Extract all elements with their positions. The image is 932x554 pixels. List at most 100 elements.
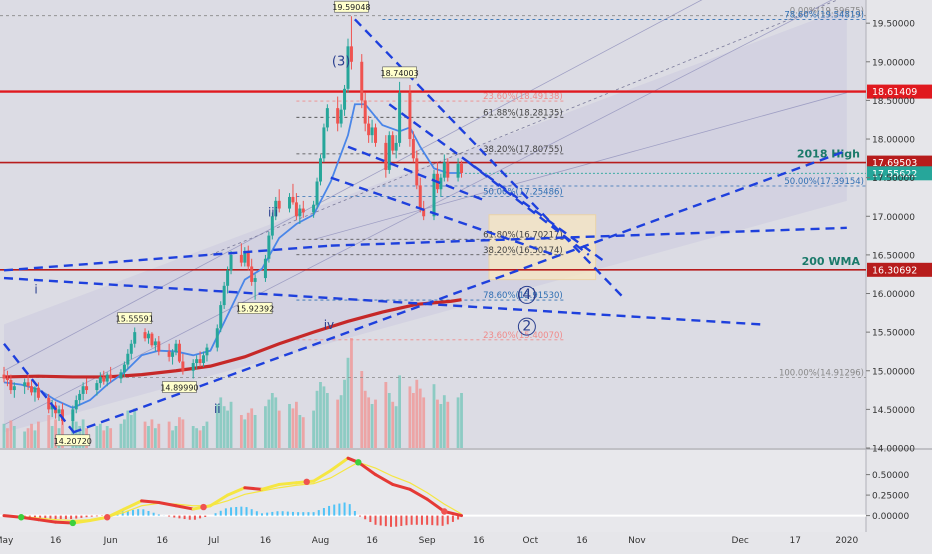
macd-histogram-bar bbox=[153, 513, 155, 516]
candle-body bbox=[58, 409, 61, 413]
candle-body bbox=[71, 409, 74, 421]
volume-bar bbox=[264, 406, 267, 448]
candle-body bbox=[23, 382, 26, 386]
volume-bar bbox=[250, 408, 253, 448]
macd-histogram-bar bbox=[75, 516, 77, 519]
volume-bar bbox=[99, 424, 102, 448]
volume-bar bbox=[192, 426, 195, 448]
volume-bar bbox=[415, 380, 418, 448]
macd-histogram-bar bbox=[323, 508, 325, 516]
macd-histogram-bar bbox=[302, 512, 304, 515]
macd-histogram-bar bbox=[416, 516, 418, 525]
macd-histogram-bar bbox=[173, 516, 175, 518]
level-text: 200 WMA bbox=[802, 255, 861, 268]
macd-histogram-bar bbox=[400, 516, 402, 526]
macd-histogram-bar bbox=[132, 510, 134, 516]
fib-label: 61.88%(18.28135) bbox=[483, 108, 563, 118]
volume-bar bbox=[398, 375, 401, 448]
candle-body bbox=[384, 143, 387, 170]
price-point-label: 14.89990 bbox=[160, 383, 198, 392]
volume-bar bbox=[367, 397, 370, 448]
candle-body bbox=[254, 278, 257, 282]
candle-body bbox=[27, 382, 30, 386]
macd-histogram-bar bbox=[375, 516, 377, 525]
candle-body bbox=[319, 158, 322, 181]
macd-histogram-bar bbox=[178, 516, 180, 519]
volume-bar bbox=[30, 424, 33, 448]
macd-histogram-bar bbox=[230, 507, 232, 515]
price-tick-label: 17.00000 bbox=[872, 213, 915, 223]
volume-bar bbox=[302, 417, 305, 448]
volume-bar bbox=[133, 408, 136, 448]
price-point-label: 15.55591 bbox=[116, 315, 154, 324]
candle-body bbox=[85, 386, 88, 390]
candle-body bbox=[223, 286, 226, 305]
candle-body bbox=[109, 375, 112, 379]
x-tick-label: 2020 bbox=[835, 536, 858, 546]
macd-tick-label: 0.50000 bbox=[872, 471, 909, 481]
price-tick-label: 16.00000 bbox=[872, 290, 915, 300]
macd-histogram-bar bbox=[96, 516, 98, 517]
macd-histogram-bar bbox=[60, 516, 62, 519]
volume-bar bbox=[23, 432, 26, 449]
macd-histogram-bar bbox=[225, 508, 227, 515]
macd-histogram-bar bbox=[354, 511, 356, 516]
macd-histogram-bar bbox=[142, 509, 144, 515]
candle-body bbox=[154, 341, 157, 345]
price-tick-label: 16.50000 bbox=[872, 251, 915, 261]
macd-histogram-bar bbox=[287, 512, 289, 516]
macd-histogram-bar bbox=[447, 516, 449, 525]
volume-bar bbox=[168, 422, 171, 448]
volume-bar bbox=[360, 371, 363, 448]
macd-histogram-bar bbox=[405, 516, 407, 526]
volume-bar bbox=[446, 402, 449, 448]
macd-histogram-bar bbox=[49, 516, 51, 519]
x-tick-label: 17 bbox=[789, 536, 800, 546]
volume-bar bbox=[312, 411, 315, 448]
level-text: 2018 High bbox=[797, 148, 860, 161]
volume-bar bbox=[47, 415, 50, 448]
volume-bar bbox=[175, 426, 178, 448]
price-point-label: 18.74003 bbox=[381, 69, 419, 78]
price-tick-label: 19.00000 bbox=[872, 58, 915, 68]
candle-body bbox=[9, 380, 12, 390]
candle-body bbox=[78, 394, 81, 400]
volume-bar bbox=[271, 393, 274, 448]
volume-bar bbox=[226, 411, 229, 448]
wave-label: (3) bbox=[332, 55, 350, 70]
candle-body bbox=[99, 377, 102, 383]
x-tick-label: Nov bbox=[628, 536, 646, 546]
volume-bar bbox=[384, 382, 387, 448]
volume-bar bbox=[278, 411, 281, 448]
candle-body bbox=[322, 127, 325, 158]
price-point-label: 19.59048 bbox=[332, 3, 370, 12]
candle-body bbox=[443, 162, 446, 177]
macd-histogram-bar bbox=[240, 507, 242, 516]
x-tick-label: May bbox=[0, 536, 14, 546]
volume-bar bbox=[147, 426, 150, 448]
candle-body bbox=[157, 341, 160, 351]
volume-bar bbox=[199, 430, 202, 448]
candle-body bbox=[340, 110, 343, 124]
candle-body bbox=[192, 363, 195, 371]
candle-body bbox=[446, 162, 449, 177]
macd-histogram-bar bbox=[442, 516, 444, 526]
candle-body bbox=[326, 108, 329, 127]
volume-bar bbox=[144, 422, 147, 448]
macd-histogram-bar bbox=[70, 516, 72, 519]
macd-histogram-bar bbox=[86, 516, 88, 518]
candle-body bbox=[216, 328, 219, 347]
volume-bar bbox=[157, 424, 160, 448]
macd-cross-dot bbox=[304, 479, 310, 485]
volume-bar bbox=[247, 413, 250, 448]
fib-label: 78.60%(19.54819) bbox=[784, 10, 864, 20]
candle-body bbox=[123, 365, 126, 373]
candle-body bbox=[195, 359, 198, 363]
x-tick-label: 16 bbox=[157, 536, 169, 546]
volume-bar bbox=[350, 338, 353, 448]
volume-bar bbox=[364, 391, 367, 448]
volume-bar bbox=[206, 422, 209, 448]
volume-bar bbox=[326, 393, 329, 448]
volume-bar bbox=[13, 426, 16, 448]
candle-body bbox=[240, 255, 243, 263]
